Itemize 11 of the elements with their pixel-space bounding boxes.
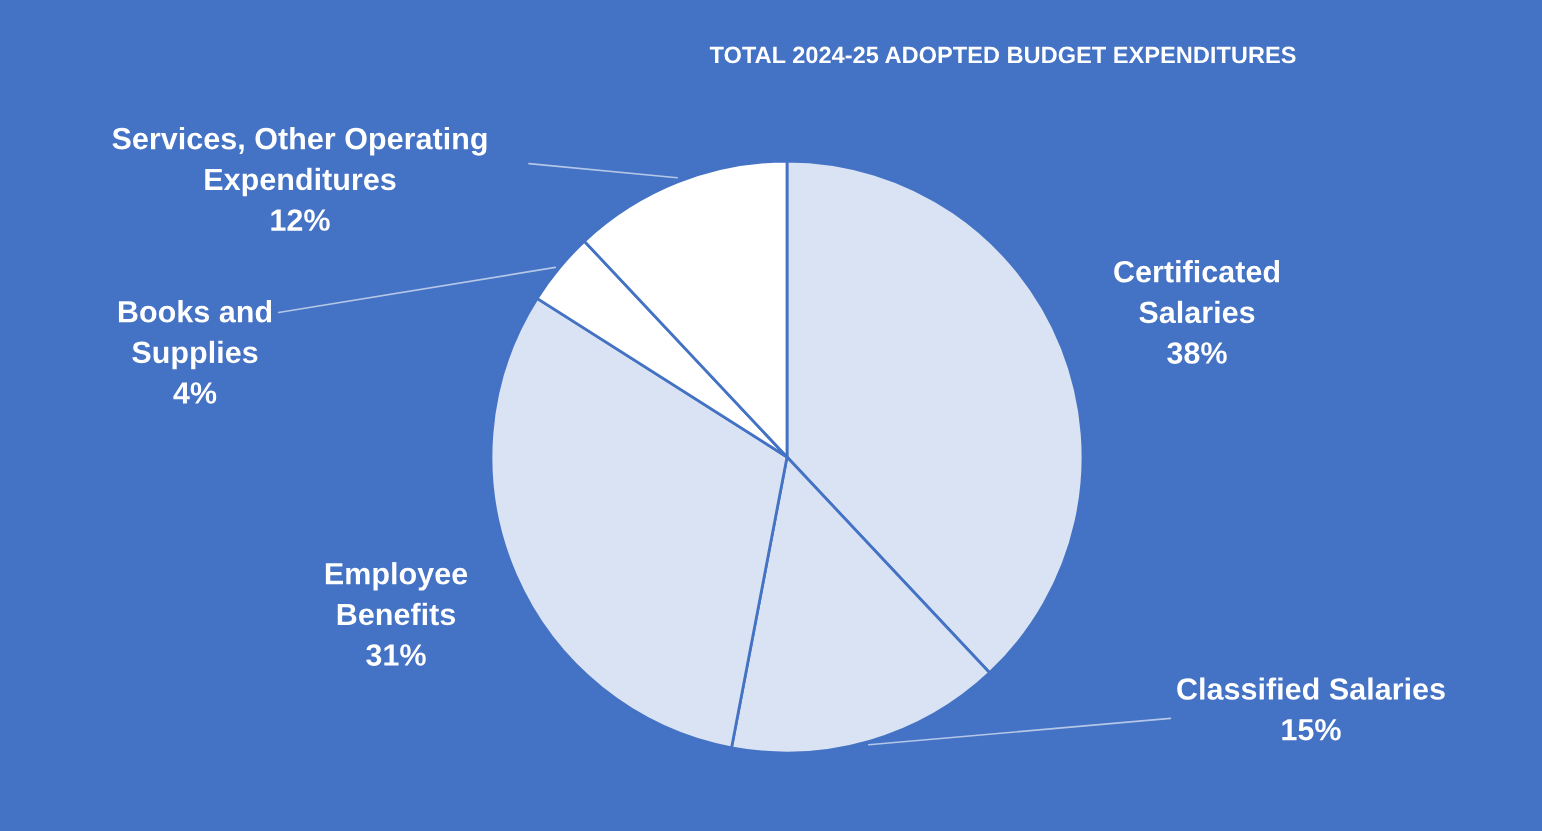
slice-label: Certificated Salaries xyxy=(1114,260,1280,324)
slice-label: Classified Salaries xyxy=(1177,677,1445,700)
data-label: 12% xyxy=(271,209,330,231)
slice-label: Books and Supplies xyxy=(118,300,272,370)
slice-label: Employee Benefits xyxy=(325,562,468,626)
slice-label: Services, Other Operating Expenditures xyxy=(112,127,487,197)
data-label: 15% xyxy=(1282,718,1341,741)
data-label: 4% xyxy=(173,382,217,404)
chart-title: TOTAL 2024-25 ADOPTED BUDGET EXPENDITURES xyxy=(709,46,1296,64)
data-label: 38% xyxy=(1167,342,1227,364)
data-label: 31% xyxy=(366,644,426,666)
